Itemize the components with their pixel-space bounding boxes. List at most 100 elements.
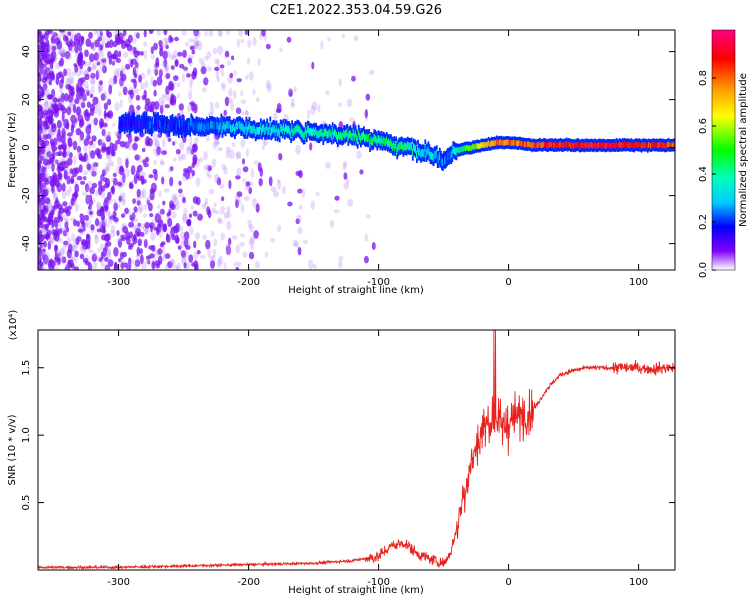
noise-point [59, 247, 65, 257]
ridge-core-cell [557, 142, 560, 148]
noise-point [66, 150, 70, 157]
noise-point [193, 103, 198, 114]
ridge-core-cell [368, 133, 370, 142]
noise-point [126, 235, 131, 245]
ridge-core-cell [268, 127, 271, 135]
ridge-core-cell [349, 129, 352, 138]
noise-point [101, 220, 106, 231]
noise-point [98, 222, 103, 229]
noise-point [54, 200, 60, 208]
noise-point [259, 167, 263, 177]
ridge-core-cell [237, 122, 239, 130]
noise-point [70, 124, 75, 134]
noise-point [50, 50, 57, 60]
noise-point [64, 206, 69, 214]
noise-point [169, 166, 174, 172]
ridge-core-cell [219, 122, 222, 130]
noise-point [221, 196, 225, 202]
noise-point [88, 53, 95, 63]
noise-point [228, 88, 233, 97]
noise-point [94, 232, 98, 241]
ridge-core-cell [154, 119, 156, 127]
noise-point [192, 143, 198, 153]
noise-point [219, 206, 226, 212]
ridge-core-cell [337, 134, 339, 143]
noise-point [54, 37, 61, 45]
noise-point [132, 235, 138, 245]
ridge-core-cell [455, 148, 458, 156]
noise-point [371, 242, 376, 250]
noise-point [55, 252, 61, 258]
noise-point [133, 50, 139, 58]
noise-point [226, 30, 231, 36]
noise-point [356, 150, 362, 160]
noise-point [207, 209, 212, 219]
noise-point [122, 52, 129, 58]
x-tick-label: -100 [367, 577, 390, 588]
ridge-core-cell [417, 144, 419, 152]
ridge-core-cell [193, 123, 196, 131]
noise-point [119, 79, 125, 89]
ridge-core-cell [475, 143, 478, 150]
noise-point [179, 63, 185, 69]
noise-point [38, 62, 43, 73]
noise-point [182, 66, 188, 71]
ridge-core-cell [493, 140, 495, 146]
noise-point [132, 198, 137, 205]
ridge-core-cell [210, 121, 212, 129]
ridge-core-cell [570, 143, 572, 149]
noise-point [105, 223, 110, 228]
noise-point [47, 151, 53, 157]
noise-point [100, 93, 106, 101]
noise-point [125, 158, 129, 169]
noise-point [78, 119, 84, 128]
ridge-core-cell [549, 141, 551, 148]
ridge-core-cell [611, 142, 614, 149]
ridge-core-cell [356, 136, 359, 145]
noise-point [136, 246, 141, 257]
colorbar-tick-label: 0.0 [698, 262, 709, 278]
ridge-core-cell [321, 128, 324, 137]
ridge-core-cell [395, 141, 397, 149]
ridge-core-cell [343, 129, 345, 138]
noise-point [253, 160, 260, 165]
noise-point [206, 163, 210, 171]
noise-point [197, 31, 201, 38]
noise-point [116, 157, 123, 166]
noise-point [136, 32, 140, 39]
noise-point [121, 259, 125, 269]
ridge-core-cell [333, 128, 336, 137]
ridge-core-cell [194, 123, 197, 131]
ridge-core-cell [423, 149, 426, 158]
ridge-core-cell [398, 142, 401, 150]
noise-point [93, 252, 98, 258]
noise-point [39, 62, 44, 69]
noise-point [60, 52, 66, 58]
ridge-core-cell [147, 120, 150, 129]
ridge-core-cell [123, 121, 126, 130]
ridge-core-cell [392, 143, 394, 151]
ridge-core-cell [214, 122, 217, 130]
noise-point [212, 207, 216, 214]
ridge-core-cell [613, 142, 616, 149]
noise-point [204, 30, 208, 37]
ridge-core-cell [596, 143, 598, 149]
noise-point [84, 183, 90, 193]
noise-point [42, 107, 48, 114]
ridge-core-cell [380, 135, 383, 144]
noise-point [91, 135, 97, 142]
noise-point [134, 224, 140, 230]
ridge-core-cell [544, 141, 546, 148]
noise-point [102, 57, 108, 63]
noise-point [87, 180, 93, 187]
ridge-core-cell [511, 140, 514, 146]
noise-point [128, 221, 135, 228]
noise-point [38, 170, 41, 176]
noise-point [116, 204, 121, 209]
noise-point [153, 42, 158, 51]
noise-point [80, 101, 86, 109]
ridge-core-cell [372, 137, 375, 145]
ridge-core-cell [420, 150, 422, 159]
noise-point [138, 203, 144, 214]
noise-point [65, 122, 70, 130]
